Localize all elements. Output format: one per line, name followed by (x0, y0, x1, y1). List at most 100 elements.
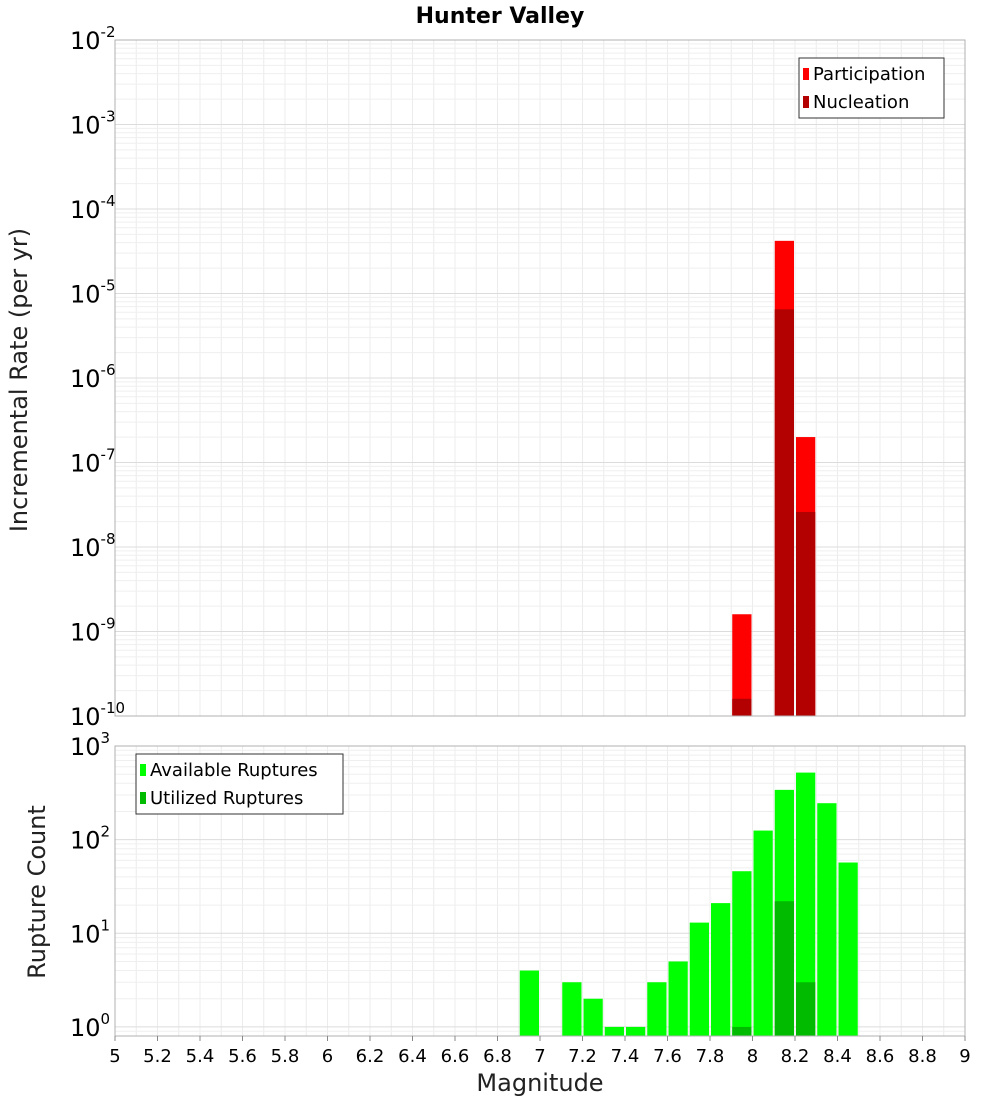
chart-title: Hunter Valley (416, 4, 585, 29)
y-tick-label: 102 (70, 823, 110, 855)
y-tick-label: 10-6 (70, 361, 116, 393)
legend-label: Nucleation (813, 92, 909, 113)
x-tick-label: 8.2 (781, 1046, 810, 1067)
y-tick-base: 10 (70, 281, 101, 309)
y-tick-label: 10-9 (70, 615, 116, 647)
bar-available-ruptures (647, 982, 667, 1036)
bar-available-ruptures (817, 803, 837, 1036)
y-tick-base: 10 (70, 450, 101, 478)
y-tick-exponent: 0 (101, 1010, 111, 1028)
bar-nucleation (774, 309, 794, 716)
top-y-axis-label: Incremental Rate (per yr) (5, 228, 33, 532)
x-axis-label: Magnitude (476, 1069, 603, 1097)
bar-utilized-ruptures (796, 982, 816, 1036)
legend-swatch (803, 96, 809, 108)
x-tick-label: 7.8 (696, 1046, 725, 1067)
y-tick-exponent: -10 (101, 699, 126, 717)
top-plot-frame (114, 39, 966, 717)
bar-available-ruptures (753, 830, 773, 1036)
x-tick-label: 6.6 (441, 1046, 470, 1067)
y-tick-label: 103 (70, 729, 110, 761)
bar-utilized-ruptures (774, 901, 794, 1036)
x-tick-label: 5.2 (143, 1046, 172, 1067)
bar-available-ruptures (711, 903, 731, 1036)
y-tick-label: 10-8 (70, 530, 116, 562)
x-tick-label: 7.2 (568, 1046, 597, 1067)
bar-available-ruptures (796, 772, 816, 1036)
y-tick-exponent: -2 (101, 23, 116, 41)
y-tick-exponent: 2 (101, 823, 111, 841)
y-tick-base: 10 (70, 733, 101, 761)
y-tick-base: 10 (70, 112, 101, 140)
x-tick-label: 5.4 (186, 1046, 215, 1067)
y-tick-label: 10-2 (70, 23, 116, 55)
x-tick-label: 7.4 (611, 1046, 640, 1067)
legend-label: Utilized Ruptures (150, 788, 303, 809)
y-tick-base: 10 (70, 827, 101, 855)
bar-nucleation (796, 511, 816, 716)
legend-swatch (140, 764, 146, 776)
legend-label: Available Ruptures (150, 760, 318, 781)
bar-available-ruptures (583, 998, 603, 1036)
legend-box (798, 57, 945, 119)
y-tick-label: 10-10 (70, 699, 125, 731)
bar-available-ruptures (668, 961, 688, 1036)
y-tick-base: 10 (70, 619, 101, 647)
bar-available-ruptures (732, 871, 752, 1036)
y-tick-label: 10-5 (70, 277, 116, 309)
bar-available-ruptures (604, 1026, 624, 1036)
top-bars (732, 240, 816, 716)
y-tick-exponent: -6 (101, 361, 116, 379)
y-tick-exponent: -5 (101, 277, 116, 295)
bottom-y-axis-label: Rupture Count (23, 805, 51, 979)
x-tick-label: 7 (534, 1046, 545, 1067)
top-legend: Participation Nucleation (798, 57, 945, 119)
y-tick-base: 10 (70, 365, 101, 393)
y-tick-label: 101 (70, 916, 110, 948)
y-tick-exponent: 3 (101, 729, 111, 747)
x-tick-label: 9 (959, 1046, 970, 1067)
x-tick-label: 8 (747, 1046, 758, 1067)
x-tick-label: 6 (322, 1046, 333, 1067)
legend-box (135, 753, 344, 815)
y-tick-base: 10 (70, 534, 101, 562)
y-tick-base: 10 (70, 27, 101, 55)
bottom-legend: Available Ruptures Utilized Ruptures (135, 753, 344, 815)
top-grid (114, 39, 966, 717)
legend-swatch (803, 68, 809, 80)
top-panel: 10-210-310-410-510-610-710-810-910-10 In… (5, 23, 966, 731)
x-tick-label: 5.8 (271, 1046, 300, 1067)
y-tick-exponent: -9 (101, 615, 116, 633)
bar-nucleation (732, 698, 752, 716)
y-tick-label: 100 (70, 1010, 110, 1042)
top-y-ticks: 10-210-310-410-510-610-710-810-910-10 (70, 23, 125, 731)
y-tick-base: 10 (70, 1014, 101, 1042)
legend-swatch (140, 792, 146, 804)
x-tick-label: 8.8 (908, 1046, 937, 1067)
bar-participation (732, 614, 752, 716)
legend-label: Participation (813, 64, 925, 85)
bar-available-ruptures (689, 922, 709, 1036)
x-tick-label: 6.4 (398, 1046, 427, 1067)
y-tick-label: 10-7 (70, 446, 116, 478)
y-tick-base: 10 (70, 703, 101, 731)
y-tick-exponent: -8 (101, 530, 116, 548)
bar-utilized-ruptures (732, 1026, 752, 1036)
y-tick-exponent: -4 (101, 192, 116, 210)
y-tick-label: 10-4 (70, 192, 116, 224)
x-tick-label: 8.6 (866, 1046, 895, 1067)
bar-available-ruptures (519, 970, 539, 1036)
bar-available-ruptures (838, 862, 858, 1036)
y-tick-base: 10 (70, 196, 101, 224)
y-tick-base: 10 (70, 920, 101, 948)
bar-available-ruptures (626, 1026, 646, 1036)
x-tick-label: 5.6 (228, 1046, 257, 1067)
bar-available-ruptures (562, 982, 582, 1036)
x-tick-label: 6.2 (356, 1046, 385, 1067)
x-ticks: 5 5.2 5.4 5.6 5.8 6 6.2 6.4 6.6 6.8 7 7.2 7.4 7.6 7.8 8… (109, 1036, 971, 1067)
x-tick-label: 8.4 (823, 1046, 852, 1067)
y-tick-exponent: -7 (101, 446, 116, 464)
